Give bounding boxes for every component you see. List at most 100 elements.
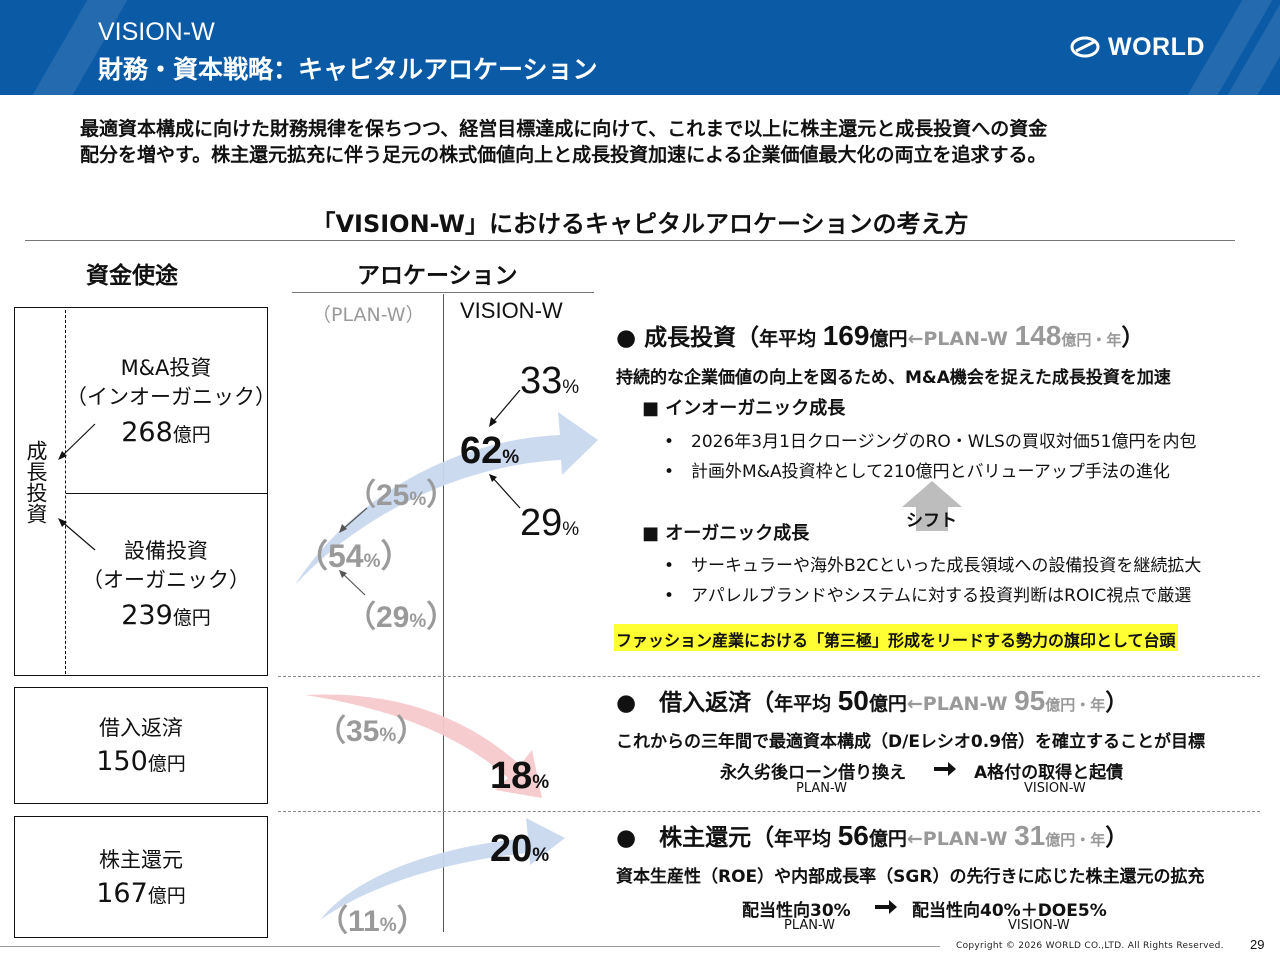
debt-line1: 借入返済 bbox=[99, 716, 183, 740]
growth-investment-box bbox=[14, 307, 268, 676]
debt-desc: これからの三年間で最適資本構成（D/Eレシオ0.9倍）を確立することが目標 bbox=[616, 732, 1206, 752]
plan-return-pct: （11%） bbox=[318, 896, 427, 940]
organic-title: ■ オーガニック成長 bbox=[642, 519, 809, 545]
debt-heading: ● 借入返済（年平均 50億円←PLAN-W 95億円・年） bbox=[616, 683, 1128, 717]
vision-ma-pct: 33% bbox=[520, 360, 579, 403]
organic-bullet-2: • アパレルブランドやシステムに対する投資判断はROIC視点で厳選 bbox=[664, 581, 1191, 606]
ma-line2: （インオーガニック） bbox=[66, 385, 276, 409]
organic-bullet-1-text: サーキュラーや海外B2Cといった成長領域への設備投資を継続拡大 bbox=[691, 556, 1202, 576]
growth-desc: 持続的な企業価値の向上を図るため、M&A機会を捉えた成長投資を加速 bbox=[616, 368, 1171, 388]
shareholder-return-box bbox=[14, 816, 268, 938]
vision-debt-pct: 18% bbox=[490, 755, 549, 798]
allocation-arrows bbox=[295, 390, 598, 920]
return-paren-close: ） bbox=[1105, 825, 1129, 851]
copyright: Copyright © 2026 WORLD CO.,LTD. All Righ… bbox=[956, 941, 1224, 951]
header-bar: VISION-W 財務・資本戦略：キャピタルアロケーション WORLD bbox=[0, 0, 1280, 95]
growth-heading: ● 成長投資（年平均 169億円←PLAN-W 148億円・年） bbox=[616, 318, 1144, 352]
plan-w-subheading: （PLAN-W） bbox=[312, 304, 425, 326]
capex-line1: 設備投資 bbox=[124, 539, 208, 563]
growth-split-line bbox=[66, 493, 267, 494]
intro-line1: 最適資本構成に向けた財務規律を保ちつつ、経営目標達成に向けて、これまで以上に株主… bbox=[80, 118, 1048, 140]
vision-ma-value: 33 bbox=[520, 360, 563, 402]
return-bullet-dot: ● bbox=[616, 825, 660, 851]
allocation-column-heading: アロケーション bbox=[357, 263, 518, 289]
inorganic-bullet-2: • 計画外M&A投資枠として210億円とバリューアップ手法の進化 bbox=[664, 457, 1170, 482]
growth-plan-unit: 億円・年 bbox=[1061, 331, 1122, 349]
return-from-sub: PLAN-W bbox=[784, 918, 836, 933]
return-block: 株主還元 167億円 bbox=[14, 843, 268, 913]
inorganic-bullet-1: • 2026年3月1日クロージングのRO・WLSの買収対価51億円を内包 bbox=[664, 427, 1196, 452]
debt-bullet-dot: ● bbox=[616, 690, 660, 716]
allocation-center-divider bbox=[443, 294, 444, 932]
return-plan-value: 31 bbox=[1014, 820, 1046, 851]
debt-repayment-box bbox=[14, 687, 268, 804]
row-separator-debt-return bbox=[278, 811, 1260, 812]
growth-dashed-separator bbox=[65, 310, 66, 674]
world-logo-mark-icon bbox=[1070, 36, 1100, 58]
return-value: 56 bbox=[837, 820, 869, 851]
return-line1: 株主還元 bbox=[99, 848, 183, 872]
vision-return-pct: 20% bbox=[490, 828, 549, 871]
plan-return-sign: % bbox=[379, 915, 397, 936]
shift-label: シフト bbox=[906, 511, 957, 531]
return-right-arrow-icon bbox=[875, 900, 897, 914]
return-desc: 資本生産性（ROE）や内部成長率（SGR）の先行きに応じた株主還元の拡充 bbox=[616, 867, 1205, 887]
inorganic-title: ■ インオーガニック成長 bbox=[642, 394, 845, 420]
plan-growth-sign: % bbox=[363, 551, 381, 572]
debt-avg-label: 年平均 bbox=[774, 693, 832, 715]
plan-growth-close: ） bbox=[380, 538, 413, 574]
section-title: 「VISION-W」におけるキャピタルアロケーションの考え方 bbox=[311, 210, 969, 238]
intro-line2: 配分を増やす。株主還元拡充に伴う足元の株式価値向上と成長投資加速による企業価値最… bbox=[80, 144, 1047, 166]
plan-capex-pct: （29%） bbox=[346, 592, 456, 636]
growth-shift-arrow bbox=[295, 412, 598, 585]
plan-ma-close: ） bbox=[426, 479, 457, 512]
plan-ma-pct: （25%） bbox=[346, 470, 456, 514]
footer-line bbox=[0, 946, 940, 947]
highlight-banner: ファッション産業における「第三極」形成をリードする勢力の旗印として台頭 bbox=[614, 624, 1178, 651]
growth-value: 169 bbox=[822, 320, 870, 351]
vision-growth-sign: % bbox=[502, 447, 520, 468]
plan-capex-value: （29 bbox=[346, 601, 410, 634]
return-avg-label: 年平均 bbox=[774, 828, 832, 850]
return-to: 配当性向40%＋DOE5% bbox=[912, 901, 1107, 921]
ma-investment-block: M&A投資 （インオーガニック） 268億円 bbox=[66, 354, 276, 450]
ma-line1: M&A投資 bbox=[120, 356, 212, 380]
world-logo-text: WORLD bbox=[1108, 32, 1205, 61]
header-title-line1: VISION-W bbox=[98, 18, 215, 46]
plan-capex-close: ） bbox=[426, 601, 457, 634]
header-title-line2: 財務・資本戦略：キャピタルアロケーション bbox=[98, 55, 598, 84]
vision-capex-sign: % bbox=[562, 519, 580, 540]
vision-capex-pct: 29% bbox=[520, 502, 579, 545]
capex-block: 設備投資 （オーガニック） 239億円 bbox=[66, 537, 266, 633]
debt-to: A格付の取得と起債 bbox=[974, 763, 1124, 783]
debt-from-sub: PLAN-W bbox=[796, 781, 848, 796]
page-number: 29 bbox=[1250, 937, 1265, 952]
bullet-dot-icon: • bbox=[664, 462, 692, 482]
return-unit: 億円 bbox=[147, 885, 186, 907]
vision-return-sign: % bbox=[532, 845, 550, 866]
growth-vertical-text: 成長投資 bbox=[24, 440, 48, 524]
inorganic-bullet-1-text: 2026年3月1日クロージングのRO・WLSの買収対価51億円を内包 bbox=[691, 432, 1197, 452]
debt-unit: 億円 bbox=[868, 693, 907, 715]
debt-plan-label: ←PLAN-W bbox=[906, 693, 1008, 715]
growth-unit: 億円 bbox=[869, 328, 908, 350]
debt-value: 50 bbox=[837, 685, 869, 716]
inorganic-title-text: インオーガニック成長 bbox=[665, 398, 846, 419]
row-separator-growth-debt bbox=[278, 676, 1260, 677]
debt-heading-text: 借入返済 bbox=[659, 690, 752, 716]
organic-bullet-1: • サーキュラーや海外B2Cといった成長領域への設備投資を継続拡大 bbox=[664, 551, 1201, 576]
debt-unit: 億円 bbox=[147, 753, 186, 775]
bullet-dot-icon: • bbox=[664, 556, 692, 576]
intro-text: 最適資本構成に向けた財務規律を保ちつつ、経営目標達成に向けて、これまで以上に株主… bbox=[80, 116, 1220, 168]
bullet-dot-icon: • bbox=[664, 432, 692, 452]
growth-plan-label: ←PLAN-W bbox=[907, 328, 1009, 350]
debt-paren-close: ） bbox=[1105, 690, 1129, 716]
plan-debt-close: ） bbox=[396, 715, 427, 748]
debt-paren-open: （ bbox=[751, 690, 775, 716]
growth-heading-text: 成長投資 bbox=[644, 325, 737, 351]
return-amount: 167 bbox=[96, 878, 148, 909]
debt-amount: 150 bbox=[96, 746, 148, 777]
capex-amount: 239 bbox=[121, 600, 173, 631]
world-logo: WORLD bbox=[1070, 32, 1205, 62]
plan-capex-sign: % bbox=[409, 611, 427, 632]
